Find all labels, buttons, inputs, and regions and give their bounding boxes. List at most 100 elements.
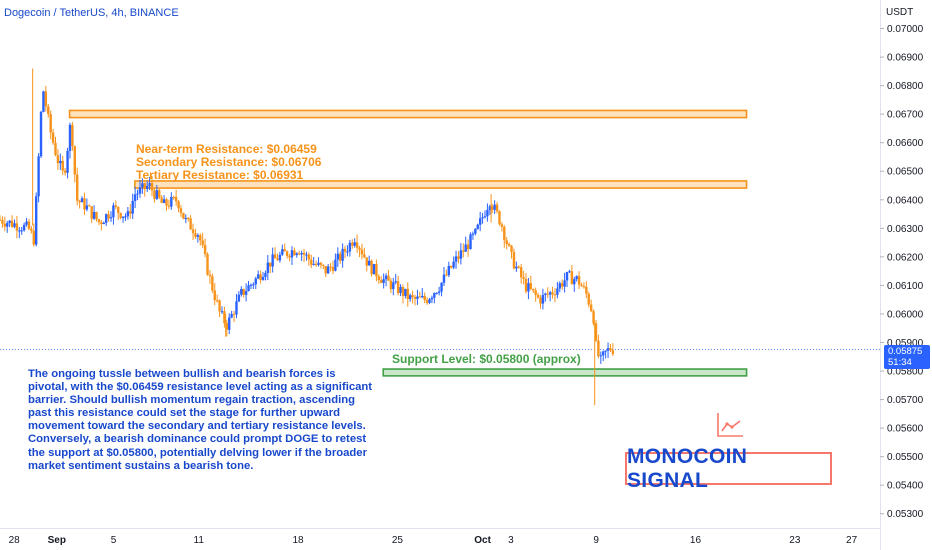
- candle-body: [597, 340, 600, 357]
- candle-body: [486, 209, 489, 217]
- candle-body: [305, 254, 308, 256]
- candle-body: [218, 300, 221, 312]
- candle-body: [556, 288, 559, 295]
- candle-body: [471, 233, 475, 235]
- candle-body: [343, 248, 347, 252]
- candle-body: [577, 276, 581, 285]
- candle-body: [30, 228, 33, 231]
- candle-body: [177, 201, 180, 209]
- candle-body: [307, 254, 311, 260]
- candle-body: [558, 283, 561, 289]
- candle-body: [194, 233, 197, 237]
- candle-body: [592, 311, 595, 324]
- candle-body: [302, 252, 306, 255]
- y-tick-label: 0.05400: [887, 481, 924, 492]
- candle-body: [117, 206, 120, 213]
- candle-body: [298, 253, 301, 255]
- x-tick-label: 3: [508, 535, 514, 546]
- candle-body: [206, 253, 209, 275]
- support-level-label: Support Level: $0.05800 (approx): [392, 352, 581, 366]
- candle-body: [73, 146, 76, 175]
- y-tick-label: 0.06100: [887, 281, 924, 292]
- candle-body: [145, 185, 149, 189]
- candle-body: [500, 224, 504, 227]
- candle-body: [278, 254, 282, 261]
- candle-body: [51, 132, 55, 143]
- candle-body: [606, 348, 610, 351]
- candle-body: [326, 266, 330, 274]
- candle-body: [10, 220, 14, 227]
- candle-body: [44, 91, 48, 107]
- candle-body: [276, 258, 279, 261]
- candle-body: [536, 294, 540, 298]
- currency-unit-label[interactable]: USDT: [886, 7, 914, 18]
- candle-body: [8, 220, 11, 224]
- candle-body: [13, 223, 16, 227]
- candle-body: [92, 212, 96, 219]
- candle-body: [15, 223, 19, 231]
- candle-body: [293, 250, 296, 256]
- candle-body: [348, 242, 352, 252]
- brand-badge: MONOCOIN SIGNAL: [625, 445, 832, 492]
- candle-body: [196, 235, 200, 237]
- candle-body: [594, 323, 598, 341]
- candle-body: [133, 194, 137, 201]
- candle-body: [370, 260, 373, 275]
- candle-body: [90, 206, 93, 219]
- candle-body: [34, 196, 38, 245]
- candle-body: [288, 255, 291, 258]
- candle-body: [505, 240, 508, 245]
- candle-body: [80, 198, 84, 203]
- candle-body: [281, 249, 284, 255]
- x-tick-label: 5: [111, 535, 117, 546]
- candle-body: [170, 197, 173, 207]
- candle-body: [483, 216, 487, 218]
- candle-body: [240, 288, 243, 295]
- candle-body: [312, 263, 315, 265]
- candle-body: [435, 292, 438, 294]
- candle-body: [61, 160, 64, 171]
- candle-body: [334, 259, 337, 271]
- candle-body: [322, 264, 325, 266]
- candle-body: [165, 199, 168, 206]
- candle-body: [478, 218, 482, 225]
- x-tick-label: 25: [392, 535, 404, 546]
- candle-body: [375, 264, 378, 277]
- candle-body: [447, 265, 450, 276]
- candle-body: [3, 223, 7, 227]
- resistance-zone-top: [68, 109, 748, 119]
- candle-body: [100, 222, 103, 225]
- candle-body: [167, 205, 171, 207]
- candle-body: [269, 262, 272, 267]
- candle-body: [423, 295, 426, 301]
- candle-body: [510, 245, 513, 252]
- candle-body: [271, 254, 274, 267]
- y-tick-label: 0.05500: [887, 452, 924, 463]
- candle-body: [568, 271, 571, 273]
- candle-body: [365, 257, 368, 266]
- candle-body: [179, 208, 183, 213]
- candle-body: [430, 297, 434, 300]
- time-axis: 28 Sep 5 11 18 25 Oct 3 9 16 23 27: [0, 528, 880, 546]
- candle-body: [408, 295, 412, 299]
- candle-body: [25, 221, 28, 225]
- candle-body: [114, 205, 118, 207]
- candle-body: [503, 226, 506, 241]
- candle-body: [184, 217, 187, 219]
- candle-body: [358, 247, 361, 250]
- candle-body: [425, 300, 429, 303]
- candle-body: [109, 217, 113, 219]
- candle-body: [39, 111, 43, 157]
- candle-body: [32, 230, 35, 245]
- candle-body: [351, 242, 354, 246]
- candle-body: [266, 262, 270, 273]
- candle-body: [580, 284, 583, 287]
- candle-body: [573, 279, 576, 285]
- candle-body: [6, 223, 9, 227]
- candle-body: [112, 205, 115, 218]
- candle-body: [220, 311, 224, 313]
- candle-body: [237, 294, 241, 302]
- candle-body: [155, 190, 159, 199]
- candle-body: [126, 211, 130, 217]
